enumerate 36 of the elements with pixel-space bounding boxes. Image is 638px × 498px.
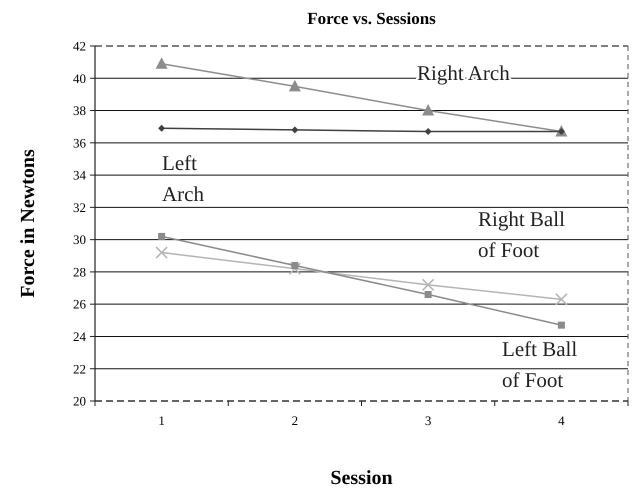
x-axis-title: Session <box>330 467 393 489</box>
point <box>158 232 166 240</box>
point <box>422 104 434 116</box>
y-tick-label: 38 <box>73 103 86 118</box>
y-tick-label: 24 <box>73 329 86 344</box>
y-tick-label: 42 <box>73 38 86 54</box>
y-tick-label: 30 <box>73 232 86 248</box>
point <box>555 293 568 306</box>
series-label: Left Ball of Foot <box>502 337 578 392</box>
x-tick-label: 1 <box>158 413 165 428</box>
point <box>558 322 565 329</box>
x-tick-label: 2 <box>292 413 298 428</box>
x-tick-label: 4 <box>558 413 566 428</box>
y-tick-label: 40 <box>73 70 86 86</box>
y-tick-label: 34 <box>73 168 86 183</box>
point <box>424 128 432 136</box>
point <box>422 278 434 292</box>
x-tick-label: 3 <box>424 413 432 428</box>
y-tick-label: 32 <box>73 200 86 215</box>
point <box>155 246 168 259</box>
y-tick-label: 36 <box>73 135 86 150</box>
series-label: Left Arch <box>162 151 204 206</box>
series-label: Right Ball of Foot <box>478 207 566 262</box>
y-tick-label: 26 <box>73 296 86 312</box>
point <box>156 57 168 69</box>
y-tick-label: 22 <box>73 361 86 376</box>
point <box>288 262 302 275</box>
y-axis-title: Force in Newtons <box>17 149 39 298</box>
point <box>291 126 298 134</box>
point <box>288 80 301 92</box>
y-tick-label: 20 <box>73 394 86 409</box>
point <box>158 124 166 132</box>
point <box>291 262 298 269</box>
y-tick-label: 28 <box>73 264 86 280</box>
point <box>424 291 432 298</box>
chart-title: Force vs. Sessions <box>307 9 436 28</box>
